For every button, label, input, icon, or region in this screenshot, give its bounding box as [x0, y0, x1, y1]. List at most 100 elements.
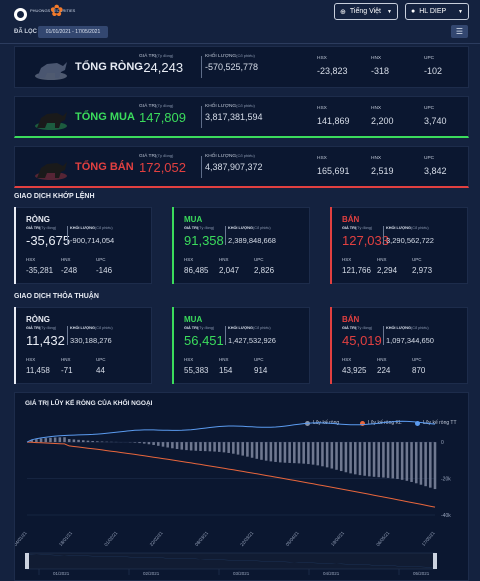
net-bar[interactable]	[325, 442, 329, 468]
net-bar[interactable]	[147, 442, 151, 445]
net-bar[interactable]	[157, 442, 160, 446]
net-bar[interactable]	[302, 442, 305, 464]
net-bar[interactable]	[391, 442, 395, 479]
net-bar[interactable]	[49, 437, 52, 443]
net-bar[interactable]	[414, 442, 418, 484]
net-bar[interactable]	[396, 442, 399, 480]
date-range-filter[interactable]: 01/01/2021 - 17/05/2021	[38, 26, 108, 38]
net-bar[interactable]	[269, 442, 273, 462]
stat-card[interactable]: MUA GIÁ TRỊ(Tỷ đồng) 56,451 KHỐI LƯỢNG(Cổ p…	[172, 307, 310, 384]
net-bar[interactable]	[311, 442, 315, 465]
net-bar[interactable]	[82, 440, 85, 443]
net-bar[interactable]	[152, 442, 155, 446]
net-bar[interactable]	[138, 442, 141, 444]
net-bar[interactable]	[429, 442, 432, 488]
net-bar[interactable]	[419, 442, 423, 485]
net-bar[interactable]	[433, 442, 437, 490]
net-bar[interactable]	[77, 439, 80, 443]
net-bar[interactable]	[194, 442, 198, 451]
net-bar[interactable]	[166, 442, 169, 448]
net-bar[interactable]	[96, 441, 99, 443]
net-bar[interactable]	[180, 442, 184, 450]
net-bar[interactable]	[67, 439, 71, 443]
net-bar[interactable]	[278, 442, 282, 463]
net-bar[interactable]	[307, 442, 310, 465]
net-bar[interactable]	[30, 440, 33, 443]
net-bar[interactable]	[335, 442, 338, 470]
stat-card[interactable]: RÒNG GIÁ TRỊ(Tỷ đồng) -35,675 KHỐI LƯỢNG(Cổ…	[14, 207, 152, 284]
navigator-handle-right[interactable]	[433, 553, 437, 569]
net-bar[interactable]	[255, 442, 259, 459]
net-bar[interactable]	[232, 442, 235, 454]
net-bar[interactable]	[133, 442, 137, 443]
net-bar[interactable]	[377, 442, 380, 478]
net-bar[interactable]	[330, 442, 334, 469]
net-bar[interactable]	[363, 442, 366, 476]
stat-card[interactable]: RÒNG GIÁ TRỊ(Tỷ đồng) 11,432 KHỐI LƯỢNG(Cổ …	[14, 307, 152, 384]
summary-row[interactable]: TỔNG BÁN GIÁ TRỊ(Tỷ đồng) 172,052 KHỐI LƯỢN…	[14, 146, 469, 188]
net-bar[interactable]	[274, 442, 277, 462]
net-bar[interactable]	[424, 442, 427, 487]
summary-row[interactable]: TỔNG RÒNG GIÁ TRỊ(Tỷ đồng) -24,243 KHỐI LƯỢ…	[14, 46, 469, 88]
net-bar[interactable]	[142, 442, 146, 444]
net-bar[interactable]	[175, 442, 179, 449]
net-bar[interactable]	[316, 442, 320, 466]
net-bar[interactable]	[250, 442, 254, 458]
net-bar[interactable]	[368, 442, 371, 477]
kl-series-line[interactable]	[26, 441, 436, 508]
net-bar[interactable]	[410, 442, 413, 482]
navigator-handle-left[interactable]	[25, 553, 29, 569]
net-bar[interactable]	[218, 442, 221, 452]
legend-item-kl[interactable]: Lũy kế ròng KL	[360, 420, 402, 426]
net-bar[interactable]	[227, 442, 230, 453]
net-bar[interactable]	[100, 441, 104, 443]
net-bar[interactable]	[236, 442, 240, 455]
tt-series-line[interactable]	[26, 420, 436, 443]
net-bar[interactable]	[58, 437, 62, 443]
net-bar[interactable]	[241, 442, 244, 456]
net-bar[interactable]	[86, 440, 90, 443]
user-menu[interactable]: ● HL DIEP ▼	[405, 3, 469, 20]
net-bar[interactable]	[161, 442, 165, 447]
summary-row[interactable]: TỔNG MUA GIÁ TRỊ(Tỷ đồng) 147,809 KHỐI LƯỢN…	[14, 96, 469, 138]
net-bar[interactable]	[189, 442, 193, 451]
legend-item-tt[interactable]: Lũy kế ròng TT	[415, 420, 457, 426]
net-bar[interactable]	[246, 442, 249, 457]
stat-card[interactable]: BÁN GIÁ TRỊ(Tỷ đồng) 127,033 KHỐI LƯỢNG(Cổ …	[330, 207, 468, 284]
net-bar[interactable]	[386, 442, 390, 478]
net-bar[interactable]	[171, 442, 174, 449]
net-bar[interactable]	[91, 441, 94, 443]
net-bar[interactable]	[293, 442, 296, 464]
net-bar[interactable]	[63, 437, 66, 443]
cumulative-chart[interactable]: 0 -20k -40k 04/01/21 18/01/21 01/02/21 22/02/2…	[15, 393, 470, 581]
net-bar[interactable]	[222, 442, 226, 453]
net-bar[interactable]	[372, 442, 376, 477]
net-bar[interactable]	[339, 442, 343, 472]
net-bar[interactable]	[297, 442, 301, 464]
language-select[interactable]: ⊕ Tiếng Việt ▼	[334, 3, 398, 20]
net-bar[interactable]	[39, 438, 43, 443]
navigator[interactable]	[26, 552, 436, 570]
net-bar[interactable]	[382, 442, 385, 478]
net-bar[interactable]	[400, 442, 404, 480]
net-bar[interactable]	[44, 438, 48, 443]
net-bar[interactable]	[53, 437, 57, 443]
net-bar[interactable]	[260, 442, 263, 460]
net-bar[interactable]	[213, 442, 216, 452]
net-bar[interactable]	[344, 442, 348, 473]
stat-card[interactable]: MUA GIÁ TRỊ(Tỷ đồng) 91,358 KHỐI LƯỢNG(Cổ p…	[172, 207, 310, 284]
net-bar[interactable]	[72, 439, 76, 443]
net-bar[interactable]	[321, 442, 324, 467]
net-bar[interactable]	[283, 442, 287, 463]
net-bar[interactable]	[288, 442, 291, 463]
net-bar[interactable]	[405, 442, 409, 481]
net-bar[interactable]	[35, 439, 38, 443]
net-bar[interactable]	[203, 442, 207, 452]
net-bar[interactable]	[358, 442, 362, 476]
net-bar[interactable]	[185, 442, 188, 451]
net-bar[interactable]	[199, 442, 202, 451]
net-bar[interactable]	[264, 442, 268, 461]
net-bar[interactable]	[349, 442, 352, 474]
net-bar[interactable]	[354, 442, 357, 475]
net-bar[interactable]	[208, 442, 212, 452]
